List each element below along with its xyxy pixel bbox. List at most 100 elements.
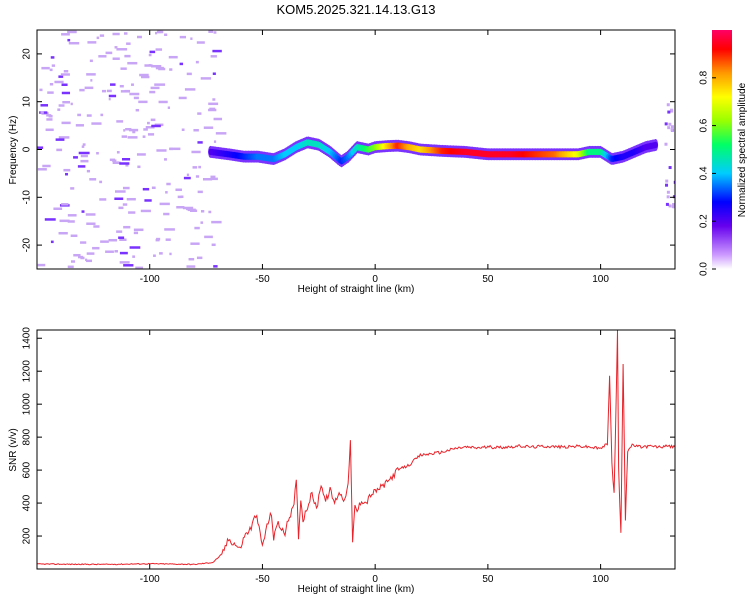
x-tick-label: -100 [140,274,160,285]
noise-speck [210,175,216,179]
noise-speck [135,108,140,112]
noise-speck [208,30,214,33]
noise-speck [666,190,670,194]
noise-speck [128,211,136,214]
noise-speck [37,146,44,149]
noise-speck [100,240,109,243]
noise-speck [120,90,130,93]
noise-speck [123,32,128,35]
noise-speck [197,190,203,194]
noise-speck [165,238,171,241]
noise-speck [213,117,223,121]
noise-speck [155,48,163,51]
noise-speck [78,255,84,259]
noise-speck [163,212,170,216]
noise-speck [89,178,97,181]
noise-speck [141,75,150,79]
noise-speck [123,129,126,132]
noise-speck [186,265,196,268]
noise-speck [53,207,63,210]
noise-speck [147,121,150,125]
noise-speck [151,64,162,68]
noise-speck [44,218,56,221]
y-tick-label: 1000 [22,393,33,416]
noise-speck [215,132,227,135]
noise-speck [37,168,47,171]
y-tick-label: 1200 [22,360,33,383]
noise-speck [46,114,52,117]
x-tick-label: -50 [255,274,270,285]
noise-speck [58,136,70,139]
x-tick-label: 50 [482,574,494,585]
noise-speck [112,161,121,165]
noise-speck [96,36,100,40]
noise-speck [192,166,198,169]
noise-speck [665,202,669,206]
noise-speck [50,56,55,59]
noise-speck [127,136,138,139]
noise-speck [59,219,70,223]
noise-speck [96,151,99,155]
noise-speck [667,110,671,114]
noise-speck [155,66,164,70]
noise-speck [184,88,196,91]
noise-speck [204,235,213,239]
noise-speck [139,73,149,77]
noise-speck [116,230,123,233]
noise-speck [136,153,146,156]
noise-speck [132,255,136,258]
y-tick-label: 600 [22,461,33,478]
noise-speck [177,195,182,199]
noise-speck [112,32,120,36]
noise-speck [118,236,125,239]
noise-speck [86,259,93,263]
y-tick-label: -20 [22,237,33,252]
noise-speck [198,165,202,169]
noise-speck [77,165,86,168]
noise-speck [89,59,93,63]
noise-speck [212,49,222,53]
colorbar-tick-label: 0.0 [699,262,710,276]
noise-speck [58,75,64,78]
noise-speck [86,169,91,173]
noise-speck [153,254,156,257]
noise-speck [100,113,104,117]
noise-speck [126,197,136,201]
noise-speck [46,118,53,121]
noise-speck [93,225,100,228]
noise-speck [670,128,674,132]
noise-speck [124,54,131,58]
noise-speck [63,168,71,172]
snr-plot-area [37,330,675,569]
noise-speck [51,64,56,67]
noise-speck [140,209,151,213]
noise-speck [664,142,668,146]
noise-speck [87,41,97,44]
noise-speck [125,164,129,167]
noise-speck [665,179,669,183]
y-tick-label: 0 [22,146,33,152]
noise-speck [40,104,49,107]
noise-speck [70,187,75,190]
noise-speck [144,199,152,202]
noise-speck [78,151,90,155]
noise-speck [99,34,105,37]
noise-speck [670,125,674,129]
noise-speck [156,149,167,152]
noise-speck [137,35,142,39]
noise-speck [179,62,184,66]
noise-speck [50,240,54,244]
noise-speck [133,96,139,100]
noise-speck [73,253,81,257]
noise-speck [182,206,194,210]
noise-speck [67,30,77,34]
x-tick-label: 0 [372,274,378,285]
spectrogram-x-ticks: -100 -50 0 50 100 [140,30,609,285]
noise-speck [131,83,134,86]
noise-speck [61,203,69,206]
noise-speck [75,124,84,127]
snr-y-label: SNR (v/v) [8,428,19,471]
noise-speck [122,203,128,206]
snr-frame [36,329,676,570]
